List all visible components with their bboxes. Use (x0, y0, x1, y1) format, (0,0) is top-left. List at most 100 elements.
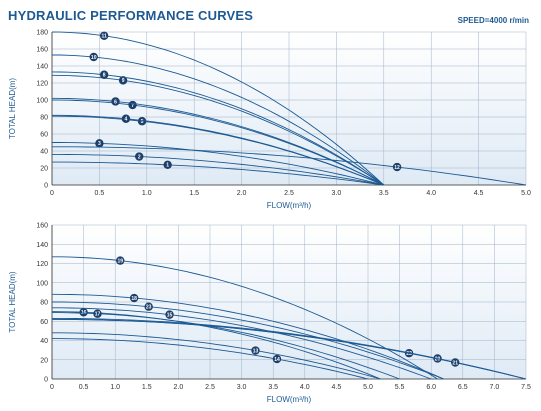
series-marker-23 (144, 302, 153, 311)
y-tick-label: 160 (36, 47, 48, 54)
series-label-13: 13 (253, 348, 259, 354)
x-tick-label: 5.5 (395, 384, 405, 391)
series-marker-14 (272, 354, 282, 364)
x-tick-label: 3.5 (268, 384, 278, 391)
x-tick-label: 1.0 (110, 384, 120, 391)
y-tick-label: 120 (36, 261, 48, 268)
x-tick-label: 7.5 (521, 384, 531, 391)
series-marker-1 (163, 160, 172, 170)
y-tick-label: 100 (36, 98, 48, 105)
y-tick-label: 0 (44, 183, 48, 190)
x-tick-label: 1.0 (142, 190, 152, 197)
y-tick-label: 80 (40, 300, 48, 307)
series-line-21 (51, 318, 527, 380)
series-line-18 (51, 293, 444, 380)
x-tick-label: 2.5 (284, 190, 294, 197)
series-line-12 (52, 146, 527, 186)
series-label-2: 2 (138, 154, 141, 160)
y-tick-label: 0 (44, 377, 48, 384)
y-tick-label: 40 (40, 149, 48, 156)
y-tick-label: 120 (36, 81, 48, 88)
series-marker-12 (392, 162, 402, 172)
x-tick-label: 4.0 (426, 190, 436, 197)
series-label-8: 8 (103, 73, 106, 79)
series-marker-11 (99, 31, 109, 40)
x-tick-label: 3.0 (237, 384, 247, 391)
series-marker-8 (99, 70, 109, 79)
series-marker-16 (79, 308, 88, 317)
series-label-10: 10 (91, 55, 97, 61)
series-marker-4 (121, 114, 131, 123)
y-tick-label: 60 (40, 319, 48, 326)
x-tick-label: 6.0 (426, 384, 436, 391)
x-tick-label: 2.0 (237, 190, 247, 197)
x-tick-label: 2.5 (205, 384, 215, 391)
y-tick-label: 160 (36, 223, 48, 230)
series-line-9 (51, 74, 385, 186)
series-marker-17 (93, 309, 102, 318)
series-marker-6 (111, 97, 120, 106)
series-label-19: 19 (117, 258, 123, 264)
series-label-5: 5 (141, 119, 144, 125)
x-tick-label: 4.0 (300, 384, 310, 391)
x-tick-label: 0 (50, 190, 54, 197)
series-marker-19 (116, 256, 125, 265)
x-tick-label: 4.5 (474, 190, 484, 197)
speed-label: SPEED=4000 r/min (457, 16, 529, 25)
series-label-15: 15 (167, 312, 173, 318)
x-tick-label: 7.0 (490, 384, 500, 391)
x-tick-label: 5.0 (521, 190, 531, 197)
y-axis-label: TOTAL HEAD(m) (8, 78, 17, 140)
series-line-6 (51, 97, 385, 186)
series-marker-18 (129, 293, 139, 303)
x-tick-label: 1.5 (142, 384, 152, 391)
series-line-2 (52, 153, 384, 186)
series-label-22: 22 (406, 351, 412, 357)
y-tick-label: 20 (40, 357, 48, 364)
y-axis-label: TOTAL HEAD(m) (8, 271, 17, 333)
x-tick-label: 2.0 (174, 384, 184, 391)
series-label-11: 11 (101, 34, 107, 40)
x-tick-label: 0 (50, 384, 54, 391)
series-line-15 (52, 307, 432, 380)
y-tick-label: 20 (40, 166, 48, 173)
chart-title: HYDRAULIC PERFORMANCE CURVES (8, 8, 254, 23)
series-label-9: 9 (122, 78, 125, 84)
series-label-1: 1 (166, 163, 169, 169)
x-tick-label: 0.5 (95, 190, 105, 197)
x-axis-label: FLOW(m³/h) (267, 395, 312, 404)
x-tick-label: 4.5 (332, 384, 342, 391)
series-line-16 (51, 311, 381, 380)
y-tick-label: 140 (36, 64, 48, 71)
series-label-18: 18 (131, 296, 137, 302)
x-axis-label: FLOW(m³/h) (267, 201, 312, 210)
series-label-12: 12 (394, 165, 400, 171)
x-tick-label: 6.5 (458, 384, 468, 391)
x-tick-label: 1.5 (189, 190, 199, 197)
series-marker-9 (118, 76, 128, 85)
series-marker-13 (251, 346, 260, 355)
x-tick-label: 3.5 (379, 190, 389, 197)
series-label-6: 6 (114, 99, 117, 105)
series-line-1 (52, 161, 384, 186)
series-label-3: 3 (98, 141, 101, 147)
x-tick-label: 0.5 (79, 384, 89, 391)
series-marker-5 (137, 117, 147, 126)
x-tick-label: 5.0 (363, 384, 373, 391)
series-label-17: 17 (95, 312, 101, 318)
series-marker-15 (165, 310, 174, 319)
series-line-14 (52, 338, 369, 380)
series-label-7: 7 (131, 103, 134, 109)
y-tick-label: 180 (36, 30, 48, 37)
chart-2: 0 0.5 1.0 1.5 2.0 2.5 3.0 3.5 4.0 4.5 5.0 5.5 6.0 6.5… (8, 223, 531, 405)
y-tick-label: 80 (40, 115, 48, 122)
y-tick-label: 40 (40, 338, 48, 345)
series-line-23 (52, 301, 444, 380)
y-tick-label: 140 (36, 242, 48, 249)
series-label-23: 23 (146, 304, 152, 310)
x-tick-label: 3.0 (332, 190, 342, 197)
series-line-4 (52, 114, 384, 186)
series-line-10 (52, 54, 385, 186)
series-marker-10 (89, 52, 98, 62)
